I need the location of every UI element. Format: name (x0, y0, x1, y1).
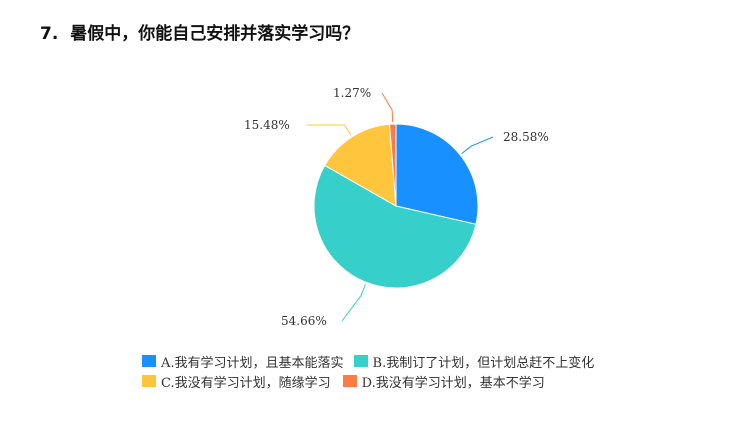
question-title: 7. 暑假中，你能自己安排并落实学习吗？ (40, 19, 359, 44)
chart-legend: A.我有学习计划，且基本能落实 B.我制订了计划，但计划总赶不上变化 C.我没有… (142, 351, 594, 391)
leader-line-c (306, 124, 352, 136)
legend-item-d[interactable]: D.我没有学习计划，基本不学习 (342, 372, 545, 391)
question-number: 7. (40, 24, 59, 44)
legend-row: C.我没有学习计划，随缘学习 D.我没有学习计划，基本不学习 (142, 371, 594, 391)
leader-line-a (461, 136, 494, 155)
data-label-a: 28.58% (503, 130, 549, 144)
legend-label-b: B.我制订了计划，但计划总赶不上变化 (372, 355, 595, 371)
legend-label-d: D.我没有学习计划，基本不学习 (361, 375, 545, 391)
leader-line-b (341, 284, 366, 322)
data-label-d: 1.27% (333, 86, 371, 100)
pie-slice-d[interactable] (388, 123, 397, 207)
legend-swatch-d (342, 375, 357, 387)
legend-item-b[interactable]: B.我制订了计划，但计划总赶不上变化 (353, 352, 595, 371)
data-label-b: 54.66% (281, 314, 327, 328)
data-label-c: 15.48% (244, 118, 290, 132)
legend-item-c[interactable]: C.我没有学习计划，随缘学习 (142, 372, 331, 391)
legend-swatch-a (142, 355, 156, 367)
pie-slice-b[interactable] (313, 164, 477, 289)
legend-label-a: A.我有学习计划，且基本能落实 (161, 355, 344, 371)
leader-line-d (381, 92, 394, 123)
legend-swatch-c (142, 375, 156, 387)
pie-slice-a[interactable] (395, 123, 479, 225)
legend-label-c: C.我没有学习计划，随缘学习 (161, 375, 331, 391)
pie-slice-c[interactable] (324, 123, 397, 207)
legend-row: A.我有学习计划，且基本能落实 B.我制订了计划，但计划总赶不上变化 (142, 351, 594, 371)
legend-swatch-b (353, 355, 368, 367)
legend-item-a[interactable]: A.我有学习计划，且基本能落实 (142, 352, 344, 371)
question-text: 暑假中，你能自己安排并落实学习吗？ (70, 24, 360, 44)
